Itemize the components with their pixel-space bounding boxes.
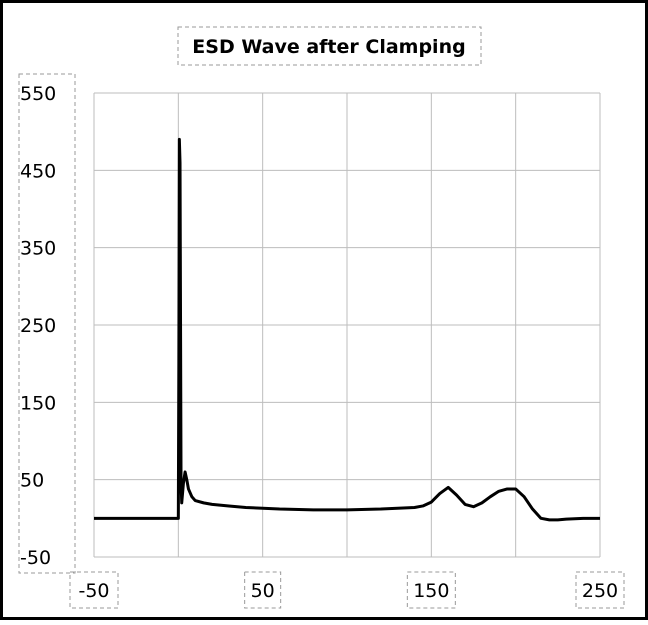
- y-tick-label: 350: [20, 238, 56, 260]
- y-tick-label: 450: [20, 160, 56, 182]
- x-tick-label: 150: [413, 580, 449, 602]
- chart-title-group: ESD Wave after Clamping: [177, 26, 482, 66]
- x-tick-label: -50: [78, 580, 109, 602]
- y-tick-label: -50: [20, 547, 51, 569]
- x-tick-label: 250: [582, 580, 618, 602]
- x-tick-label-box: [575, 571, 625, 609]
- y-tick-label: 150: [20, 392, 56, 414]
- x-tick-label-box: [406, 571, 456, 609]
- y-tick-label: 550: [20, 83, 56, 105]
- title-box: [177, 26, 482, 66]
- y-tick-labels: 550 450 350 250 150 50 -50: [20, 83, 56, 569]
- x-tick-label-box: [244, 571, 282, 609]
- series-line: [94, 137, 600, 522]
- x-tick-label-box: [69, 571, 119, 609]
- x-tick-label: 50: [251, 580, 275, 602]
- y-axis-label-box: [18, 73, 76, 574]
- x-tick-labels: -50 50 150 250: [69, 571, 625, 609]
- chart-title: ESD Wave after Clamping: [192, 36, 465, 58]
- y-tick-label: 50: [20, 470, 44, 492]
- series-layer: [94, 137, 600, 522]
- y-tick-label: 250: [20, 315, 56, 337]
